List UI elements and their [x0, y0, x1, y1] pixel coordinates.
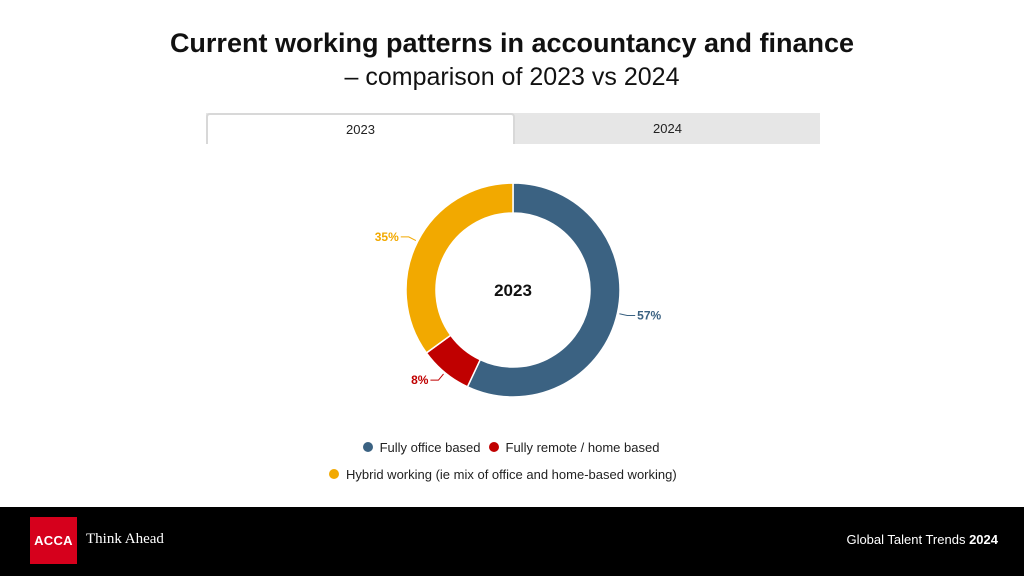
data-label-remote: 8% — [411, 373, 429, 387]
legend-label-hybrid: Hybrid working (ie mix of office and hom… — [346, 466, 677, 482]
legend-dot-remote — [488, 442, 499, 452]
legend-dot-office — [362, 442, 373, 452]
acca-logo: ACCA — [30, 517, 77, 564]
data-label-hybrid: 35% — [375, 230, 399, 244]
leader-line-office — [619, 313, 636, 317]
leader-line-hybrid — [400, 236, 417, 241]
data-labels: 57% 8% 35% — [375, 230, 662, 387]
leader-line-remote — [430, 373, 444, 381]
legend-item-hybrid[interactable]: Hybrid working (ie mix of office and hom… — [329, 467, 677, 482]
legend-dot-hybrid — [329, 469, 339, 479]
donut-chart: 57% 8% 35% 2023 — [375, 182, 662, 398]
label-leader-lines — [400, 236, 636, 381]
chart-legend: Fully office based Fully remote / home b… — [0, 436, 1024, 490]
legend-label-office: Fully office based — [379, 439, 481, 455]
data-label-office: 57% — [637, 309, 661, 323]
report-title-year: 2024 — [969, 532, 998, 547]
legend-item-office[interactable]: Fully office based — [362, 439, 481, 455]
legend-item-remote[interactable]: Fully remote / home based — [488, 439, 660, 455]
report-title: Global Talent Trends 2024 — [846, 532, 998, 547]
tab-2024[interactable]: 2024 — [653, 121, 682, 136]
title-line-2: – comparison of 2023 vs 2024 — [344, 63, 680, 91]
donut-center-label: 2023 — [494, 281, 532, 300]
donut-slice-hybrid[interactable] — [405, 182, 514, 354]
report-title-prefix: Global Talent Trends — [846, 532, 966, 547]
title-line-1: Current working patterns in accountancy … — [169, 28, 855, 58]
footer-bar: ACCA Think Ahead Global Talent Trends 20… — [0, 507, 1024, 576]
chart-title: Current working patterns in accountancy … — [0, 26, 1024, 94]
donut-slices — [405, 182, 621, 398]
legend-label-remote: Fully remote / home based — [505, 439, 660, 455]
donut-slice-office[interactable] — [466, 182, 621, 398]
tab-2023[interactable]: 2023 — [206, 113, 515, 144]
tagline: Think Ahead — [86, 531, 164, 547]
year-tabs: 2023 2024 — [206, 113, 820, 144]
